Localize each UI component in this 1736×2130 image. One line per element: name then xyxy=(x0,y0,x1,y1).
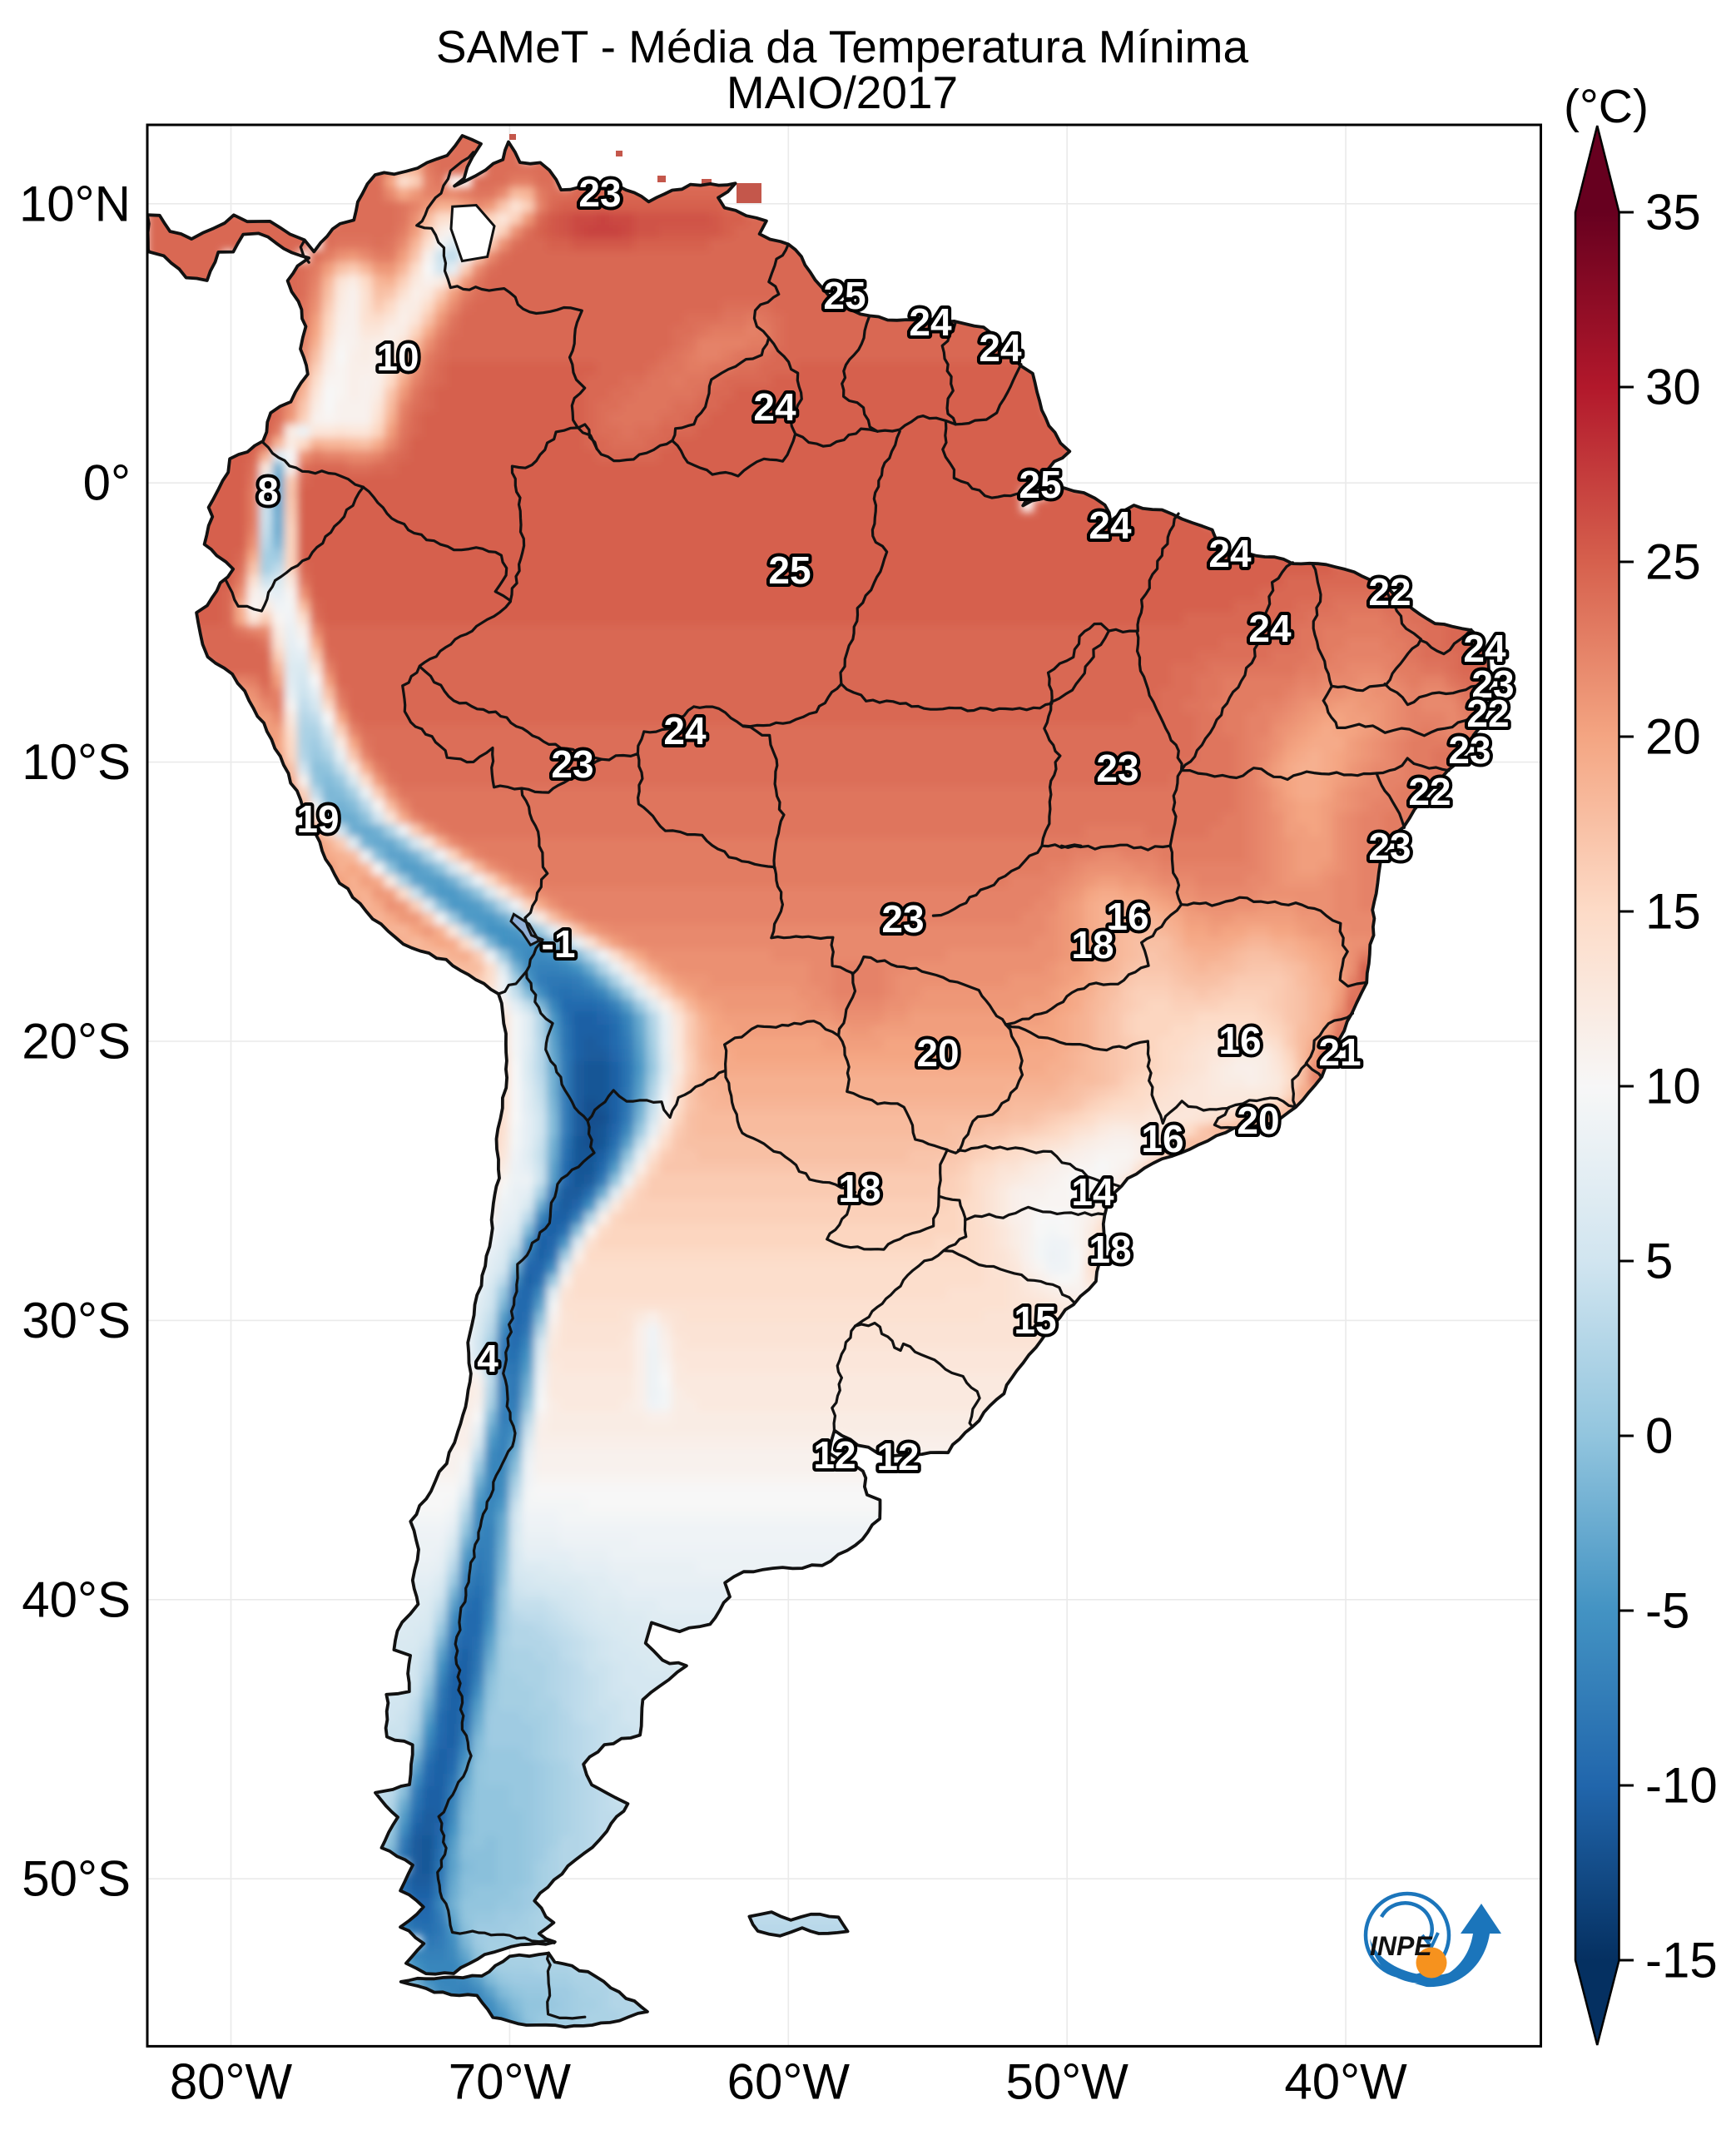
svg-text:24: 24 xyxy=(979,326,1022,370)
svg-text:SAMeT - Média da Temperatura M: SAMeT - Média da Temperatura Mínima xyxy=(436,21,1249,72)
svg-text:24: 24 xyxy=(1248,607,1292,650)
svg-text:10: 10 xyxy=(376,335,419,379)
svg-text:23: 23 xyxy=(1471,663,1514,706)
svg-text:22: 22 xyxy=(1408,770,1451,813)
svg-text:16: 16 xyxy=(1106,895,1148,938)
svg-text:19: 19 xyxy=(296,797,339,841)
svg-text:15: 15 xyxy=(1645,884,1701,940)
svg-text:30: 30 xyxy=(1645,360,1701,415)
svg-text:24: 24 xyxy=(1463,627,1506,670)
svg-text:-10: -10 xyxy=(1645,1758,1718,1814)
svg-text:23: 23 xyxy=(551,742,593,786)
svg-text:21: 21 xyxy=(1318,1030,1361,1074)
svg-text:12: 12 xyxy=(876,1435,919,1478)
svg-text:18: 18 xyxy=(1089,1228,1131,1271)
svg-text:-1: -1 xyxy=(542,922,576,966)
svg-text:24: 24 xyxy=(1089,504,1132,547)
svg-text:14: 14 xyxy=(1071,1170,1114,1214)
svg-text:25: 25 xyxy=(823,274,866,317)
svg-text:8: 8 xyxy=(257,469,279,513)
svg-text:23: 23 xyxy=(1096,747,1138,790)
svg-text:0°: 0° xyxy=(83,455,131,511)
svg-text:23: 23 xyxy=(1368,825,1411,868)
svg-text:10°S: 10°S xyxy=(22,734,131,790)
svg-text:16: 16 xyxy=(1141,1117,1183,1160)
svg-text:25: 25 xyxy=(768,549,811,592)
svg-text:20: 20 xyxy=(1645,709,1701,765)
svg-text:23: 23 xyxy=(881,897,924,941)
svg-text:35: 35 xyxy=(1645,185,1701,241)
svg-text:(°C): (°C) xyxy=(1564,80,1649,133)
svg-text:70°W: 70°W xyxy=(449,2054,572,2110)
svg-text:24: 24 xyxy=(663,709,707,752)
svg-text:16: 16 xyxy=(1218,1019,1261,1062)
svg-text:24: 24 xyxy=(909,300,952,344)
svg-text:5: 5 xyxy=(1645,1234,1673,1289)
svg-text:40°S: 40°S xyxy=(22,1571,131,1627)
svg-text:10: 10 xyxy=(1645,1059,1701,1115)
svg-text:24: 24 xyxy=(1208,532,1252,575)
svg-text:23: 23 xyxy=(578,171,621,215)
svg-text:MAIO/2017: MAIO/2017 xyxy=(727,67,958,118)
svg-text:30°S: 30°S xyxy=(22,1293,131,1348)
svg-text:24: 24 xyxy=(753,385,796,429)
svg-text:80°W: 80°W xyxy=(170,2054,293,2110)
svg-text:50°S: 50°S xyxy=(22,1851,131,1907)
svg-text:-15: -15 xyxy=(1645,1933,1718,1988)
svg-text:25: 25 xyxy=(1019,463,1061,506)
svg-text:20°S: 20°S xyxy=(22,1014,131,1070)
svg-text:22: 22 xyxy=(1466,692,1509,735)
svg-text:10°N: 10°N xyxy=(19,176,131,231)
svg-text:22: 22 xyxy=(1368,570,1411,613)
svg-text:4: 4 xyxy=(477,1337,498,1380)
svg-text:20: 20 xyxy=(916,1031,959,1075)
svg-text:18: 18 xyxy=(838,1167,880,1210)
svg-text:-5: -5 xyxy=(1645,1583,1689,1639)
svg-text:INPE: INPE xyxy=(1370,1931,1433,1961)
svg-text:23: 23 xyxy=(1448,728,1490,772)
svg-text:60°W: 60°W xyxy=(727,2054,851,2110)
svg-text:0: 0 xyxy=(1645,1408,1673,1464)
svg-text:15: 15 xyxy=(1014,1298,1056,1342)
svg-text:50°W: 50°W xyxy=(1006,2054,1129,2110)
svg-text:40°W: 40°W xyxy=(1284,2054,1407,2110)
svg-text:20: 20 xyxy=(1237,1099,1279,1142)
svg-text:18: 18 xyxy=(1071,923,1114,966)
svg-text:25: 25 xyxy=(1645,534,1701,590)
svg-text:12: 12 xyxy=(813,1433,856,1477)
